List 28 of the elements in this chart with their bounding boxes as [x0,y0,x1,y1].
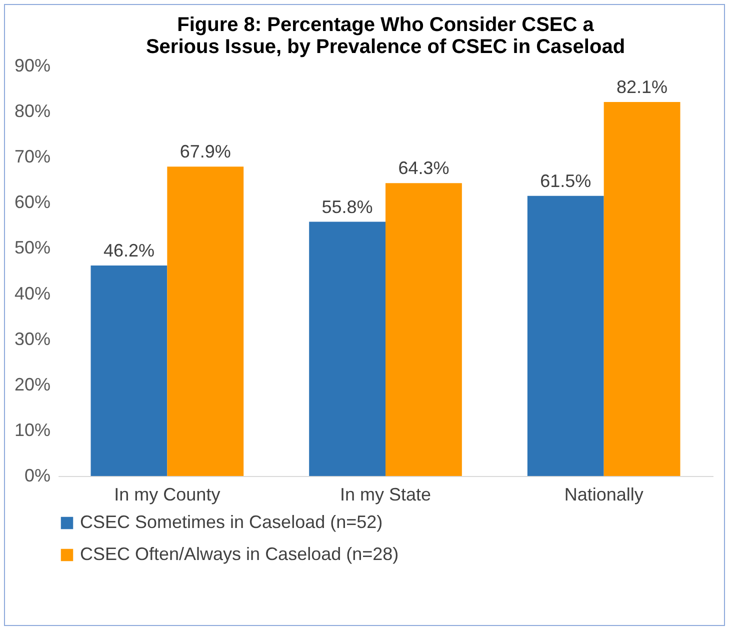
y-tick-label: 40% [14,283,50,304]
y-tick-label: 10% [14,420,50,440]
y-tick-label: 30% [14,328,50,349]
bar [309,222,386,476]
bar [386,183,462,476]
bar [90,266,168,476]
x-tick-label: Nationally [564,484,644,504]
x-tick-label: In my County [114,484,220,504]
y-tick-label: 50% [14,238,50,258]
y-tick-label: 20% [14,374,50,394]
y-tick-label: 60% [14,192,50,212]
y-tick-label: 90% [14,56,50,76]
y-tick-label: 0% [24,466,50,486]
data-label: 64.3% [398,158,450,178]
data-label: 55.8% [322,196,373,217]
data-label: 67.9% [180,142,231,162]
bar [167,166,244,476]
bar [527,196,604,476]
chart-title: Figure 8: Percentage Who Consider CSEC a Serious Issue, by Prevalence of CSEC in Caseload [146,14,626,58]
legend-label: CSEC Often/Always in Caseload (n=28) [80,544,399,564]
bar [604,102,680,476]
x-tick-label: In my State [340,484,432,504]
y-tick-label: 80% [14,101,50,122]
data-label: 82.1% [616,76,668,97]
legend-label: CSEC Sometimes in Caseload (n=52) [80,512,383,532]
y-tick-label: 70% [14,146,50,167]
data-label: 46.2% [103,240,154,261]
data-label: 61.5% [540,170,592,191]
